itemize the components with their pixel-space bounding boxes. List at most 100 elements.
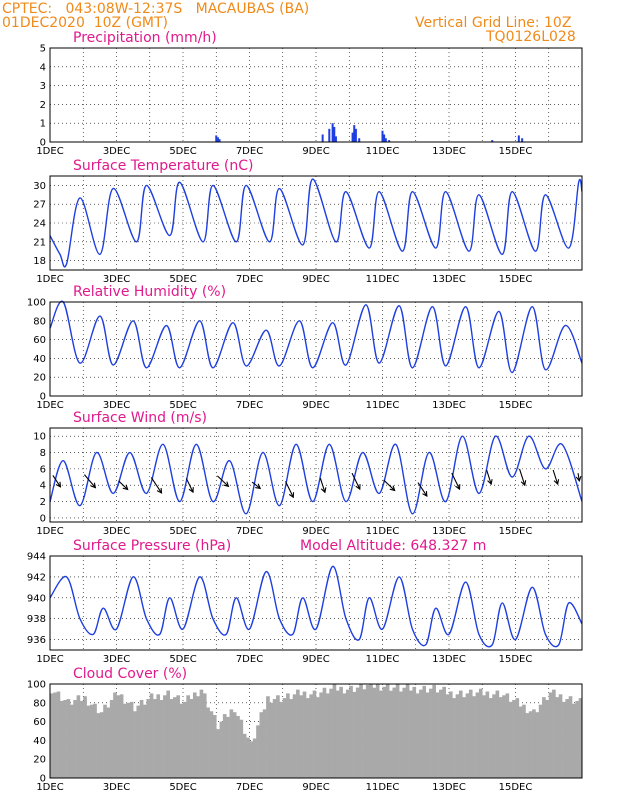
- cloud-bar: [156, 694, 161, 778]
- cloud-bar: [332, 684, 337, 778]
- wind-vector: [417, 482, 428, 497]
- x-tick-label: 11DEC: [366, 654, 400, 665]
- cloud-bar: [465, 693, 470, 778]
- cloud-bar: [312, 690, 317, 778]
- precip-bar: [334, 136, 337, 142]
- cloud-bar: [455, 694, 460, 778]
- x-tick-label: 9DEC: [302, 782, 329, 793]
- y-tick-label: 936: [27, 635, 46, 646]
- cloud-bar: [126, 702, 131, 778]
- cloud-bar: [186, 695, 190, 778]
- panel-title: Surface Wind (m/s): [73, 410, 207, 426]
- x-tick-label: 7DEC: [236, 526, 263, 537]
- y-tick-label: 4: [40, 481, 46, 492]
- cloud-bar: [372, 687, 377, 778]
- x-tick-label: 5DEC: [169, 782, 196, 793]
- panel-frame: [49, 427, 583, 523]
- cloud-bar: [176, 695, 180, 778]
- cloud-bar: [528, 711, 533, 778]
- wind-vector-head: [255, 483, 262, 490]
- cloud-bar: [369, 684, 373, 778]
- cloud-bar: [316, 697, 320, 778]
- cloud-bar: [422, 685, 427, 778]
- cloud-bar: [468, 689, 473, 778]
- cloud-bar: [349, 685, 353, 778]
- x-tick-label: 13DEC: [432, 526, 466, 537]
- y-tick-label: 0: [40, 774, 46, 785]
- panel-title: Cloud Cover (%): [73, 666, 187, 682]
- x-tick-label: 13DEC: [432, 146, 466, 157]
- cloud-bar: [575, 700, 579, 778]
- cloud-bar: [279, 701, 284, 778]
- cloud-bar: [93, 703, 97, 778]
- cloud-bar: [498, 697, 503, 778]
- precip-bar: [215, 135, 218, 142]
- x-tick-label: 5DEC: [169, 526, 196, 537]
- wind-vector: [319, 478, 326, 493]
- precip-bar: [358, 138, 361, 142]
- panel-annotation: Model Altitude: 648.327 m: [300, 538, 486, 554]
- cloud-bar: [296, 689, 300, 778]
- wind-vector-head: [487, 479, 493, 486]
- x-tick-label: 1DEC: [36, 146, 63, 157]
- cloud-bar: [562, 701, 566, 778]
- cloud-bar: [352, 691, 357, 778]
- cloud-bar: [192, 692, 197, 778]
- wind-vector: [285, 481, 294, 498]
- precip-bar: [333, 126, 336, 142]
- cloud-bar: [222, 714, 227, 778]
- cloud-bar: [116, 695, 121, 778]
- cloud-bar: [99, 712, 104, 778]
- y-tick-label: 60: [33, 335, 46, 346]
- y-tick-label: 944: [27, 552, 46, 563]
- x-tick-label: 7DEC: [236, 654, 263, 665]
- cloud-bar: [219, 721, 224, 778]
- x-tick-label: 7DEC: [236, 146, 263, 157]
- cloud-bar: [402, 687, 407, 778]
- cloud-bar: [555, 697, 560, 778]
- cloud-bar: [545, 699, 550, 778]
- cloud-bar: [153, 699, 157, 778]
- cloud-bar: [139, 699, 144, 778]
- cloud-bar: [439, 689, 443, 778]
- vertical-grid-note: Vertical Grid Line: 10Z: [415, 15, 572, 31]
- wind-vector-head: [422, 490, 428, 497]
- y-tick-label: 100: [27, 680, 46, 691]
- cloud-bar: [179, 703, 184, 778]
- cloud-bar: [79, 700, 84, 778]
- x-tick-label: 3DEC: [103, 782, 130, 793]
- cloud-bar: [572, 703, 576, 778]
- x-tick-label: 7DEC: [236, 274, 263, 285]
- cloud-bar: [259, 712, 264, 778]
- y-tick-label: 5: [40, 44, 46, 55]
- precip-bar: [216, 137, 219, 142]
- y-tick-label: 4: [40, 62, 46, 73]
- cloud-bar: [548, 692, 553, 778]
- precip-bar: [521, 138, 524, 142]
- y-tick-label: 0: [40, 513, 46, 524]
- x-tick-label: 15DEC: [499, 654, 533, 665]
- cloud-bar: [495, 690, 500, 778]
- y-tick-label: 80: [33, 316, 46, 327]
- cloud-bar: [272, 699, 277, 778]
- x-tick-label: 1DEC: [36, 274, 63, 285]
- cloud-bar: [359, 684, 363, 778]
- cloud-bar: [212, 715, 217, 778]
- cloud-bar: [96, 713, 101, 778]
- y-tick-label: 27: [33, 200, 46, 211]
- cloud-bar: [166, 690, 170, 778]
- cloud-bar: [442, 686, 446, 778]
- cloud-bar: [103, 704, 107, 778]
- y-tick-label: 1: [40, 119, 46, 130]
- cloud-bar: [492, 694, 496, 778]
- x-tick-label: 7DEC: [236, 782, 263, 793]
- cloud-bar: [452, 698, 456, 778]
- x-tick-label: 13DEC: [432, 400, 466, 411]
- cloud-bar: [89, 704, 94, 778]
- cloud-bar: [292, 694, 297, 778]
- cloud-bar: [159, 699, 164, 778]
- x-tick-label: 5DEC: [169, 146, 196, 157]
- cloud-bar: [515, 698, 520, 778]
- x-tick-label: 3DEC: [103, 654, 130, 665]
- model-id: TQ0126L028: [486, 29, 576, 45]
